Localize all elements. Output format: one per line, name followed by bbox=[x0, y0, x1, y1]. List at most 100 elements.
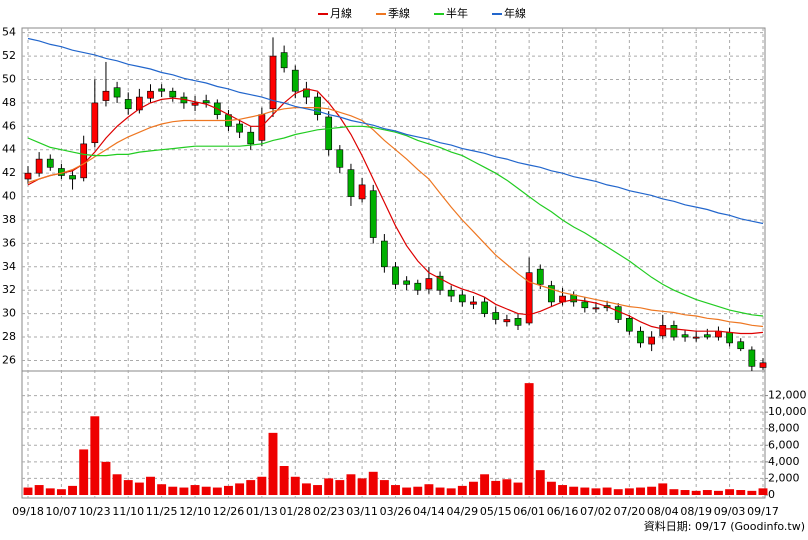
volume-bar bbox=[335, 480, 345, 495]
x-tick-label: 10/07 bbox=[46, 505, 78, 518]
candle-body bbox=[626, 318, 633, 332]
candle-body bbox=[492, 312, 500, 320]
candle-body bbox=[369, 190, 377, 238]
x-tick-label: 11/10 bbox=[112, 505, 144, 518]
volume-bar bbox=[157, 484, 167, 495]
candle-body bbox=[514, 318, 522, 326]
volume-bar bbox=[313, 485, 322, 495]
volume-bar bbox=[758, 488, 768, 495]
candle-body bbox=[136, 96, 143, 111]
x-tick-label: 01/13 bbox=[246, 505, 278, 518]
y2-tick-label: 12,000 bbox=[768, 389, 807, 402]
candle-body bbox=[113, 87, 121, 98]
x-tick-label: 09/03 bbox=[714, 505, 746, 518]
volume-bar bbox=[469, 481, 478, 495]
volume-bar bbox=[379, 480, 389, 495]
candle-body bbox=[24, 172, 32, 180]
volume-bar bbox=[179, 487, 189, 495]
volume-bar bbox=[23, 487, 33, 495]
candle-body bbox=[358, 184, 366, 200]
volume-bar bbox=[279, 466, 289, 495]
candle-body bbox=[447, 289, 455, 297]
volume-bar bbox=[201, 486, 211, 495]
candle-body bbox=[637, 330, 644, 344]
candle-body bbox=[458, 294, 466, 303]
candle-body bbox=[347, 169, 355, 197]
volume-bar bbox=[257, 476, 267, 495]
y-tick-label: 38 bbox=[2, 213, 16, 226]
volume-bar bbox=[591, 488, 601, 495]
y2-tick-label: 0 bbox=[768, 488, 775, 501]
candle-body bbox=[202, 100, 210, 104]
candle-body bbox=[748, 349, 756, 367]
x-tick-label: 12/26 bbox=[213, 505, 245, 518]
legend-label: 半年 bbox=[446, 6, 468, 20]
candle-body bbox=[648, 336, 655, 345]
volume-bar bbox=[391, 485, 400, 495]
candle-body bbox=[314, 96, 321, 115]
volume-bar bbox=[79, 449, 89, 495]
x-tick-label: 08/19 bbox=[680, 505, 712, 518]
volume-bar bbox=[424, 484, 434, 495]
candle-body bbox=[414, 282, 422, 291]
volume-bar bbox=[446, 488, 456, 495]
y2-tick-label: 6,000 bbox=[768, 438, 800, 451]
x-tick-label: 05/15 bbox=[480, 505, 512, 518]
volume-bar bbox=[725, 489, 735, 495]
volume-bar bbox=[357, 478, 367, 495]
x-tick-label: 03/26 bbox=[380, 505, 412, 518]
volume-bar bbox=[613, 489, 623, 495]
candle-body bbox=[236, 123, 243, 133]
moving-average-line bbox=[27, 88, 764, 335]
x-tick-label: 06/01 bbox=[513, 505, 545, 518]
candle-body bbox=[670, 325, 678, 338]
candle-body bbox=[280, 52, 288, 69]
x-tick-label: 10/23 bbox=[79, 505, 111, 518]
volume-bar bbox=[112, 474, 122, 495]
candle-body bbox=[336, 149, 344, 168]
volume-bar bbox=[324, 478, 334, 495]
volume-bar bbox=[602, 487, 612, 495]
volume-bar bbox=[680, 490, 690, 495]
candle-body bbox=[726, 332, 733, 344]
candle-body bbox=[759, 362, 767, 368]
y-tick-label: 46 bbox=[2, 119, 16, 132]
x-tick-label: 07/02 bbox=[580, 505, 612, 518]
volume-bar bbox=[636, 487, 645, 495]
y-tick-label: 26 bbox=[2, 353, 16, 366]
volume-bar bbox=[224, 485, 233, 495]
volume-bar bbox=[624, 488, 634, 495]
volume-bar bbox=[402, 487, 412, 495]
volume-bar bbox=[535, 470, 545, 495]
candle-body bbox=[548, 285, 555, 303]
x-tick-label: 09/18 bbox=[12, 505, 44, 518]
candle-body bbox=[536, 268, 544, 285]
volume-bar bbox=[101, 461, 111, 495]
y-tick-label: 50 bbox=[2, 73, 16, 86]
volume-bar bbox=[580, 487, 590, 495]
volume-bar bbox=[658, 483, 668, 495]
volume-bar bbox=[513, 482, 523, 495]
volume-bar bbox=[502, 479, 512, 495]
candle-body bbox=[614, 306, 622, 320]
x-tick-label: 09/17 bbox=[747, 505, 779, 518]
candle-body bbox=[392, 266, 399, 285]
moving-average-line bbox=[27, 37, 764, 225]
volume-bar bbox=[569, 486, 579, 495]
candle-body bbox=[69, 175, 76, 180]
legend-label: 季線 bbox=[388, 6, 410, 20]
candle-body bbox=[737, 341, 745, 350]
candle-body bbox=[715, 330, 722, 338]
legend-label: 年線 bbox=[504, 6, 526, 20]
volume-bar bbox=[491, 480, 501, 495]
candle-body bbox=[525, 272, 533, 324]
volume-bar bbox=[413, 486, 423, 495]
volume-bar bbox=[246, 480, 256, 495]
candle-body bbox=[481, 301, 488, 314]
x-tick-label: 04/29 bbox=[446, 505, 478, 518]
volume-bar bbox=[435, 487, 445, 495]
volume-bar bbox=[190, 485, 200, 495]
volume-bar bbox=[702, 490, 712, 495]
legend-label: 月線 bbox=[330, 6, 352, 20]
